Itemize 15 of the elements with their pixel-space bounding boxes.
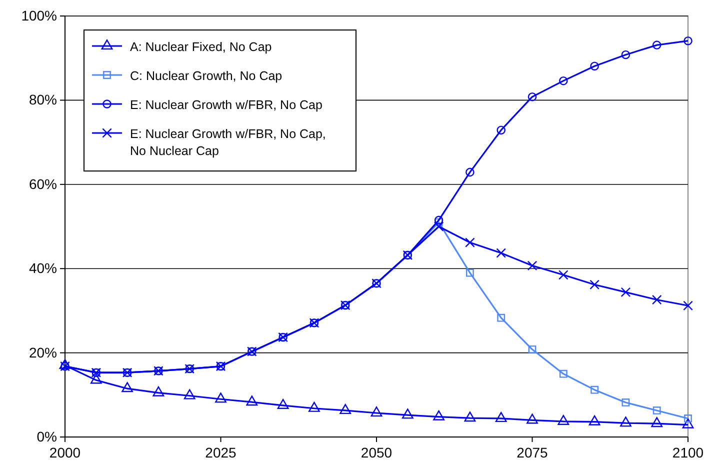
y-tick-label: 20% (28, 344, 57, 360)
y-tick-label: 100% (21, 7, 57, 24)
y-tick-label: 60% (28, 176, 57, 192)
legend-label: E: Nuclear Growth w/FBR, No Cap (130, 98, 322, 112)
y-tick-label: 0% (36, 428, 57, 444)
x-tick-label: 2100 (672, 444, 704, 461)
x-tick-label: 2000 (49, 444, 81, 461)
x-tick-label: 2025 (205, 444, 237, 461)
x-tick-label: 2075 (516, 444, 548, 461)
legend-label: A: Nuclear Fixed, No Cap (130, 40, 272, 54)
legend-label: C: Nuclear Growth, No Cap (130, 69, 282, 83)
legend-label: E: Nuclear Growth w/FBR, No Cap, No Nuclear Cap (130, 127, 326, 158)
y-tick-label: 80% (28, 92, 57, 108)
y-tick-label: 40% (28, 260, 57, 276)
x-tick-label: 2050 (360, 444, 392, 461)
